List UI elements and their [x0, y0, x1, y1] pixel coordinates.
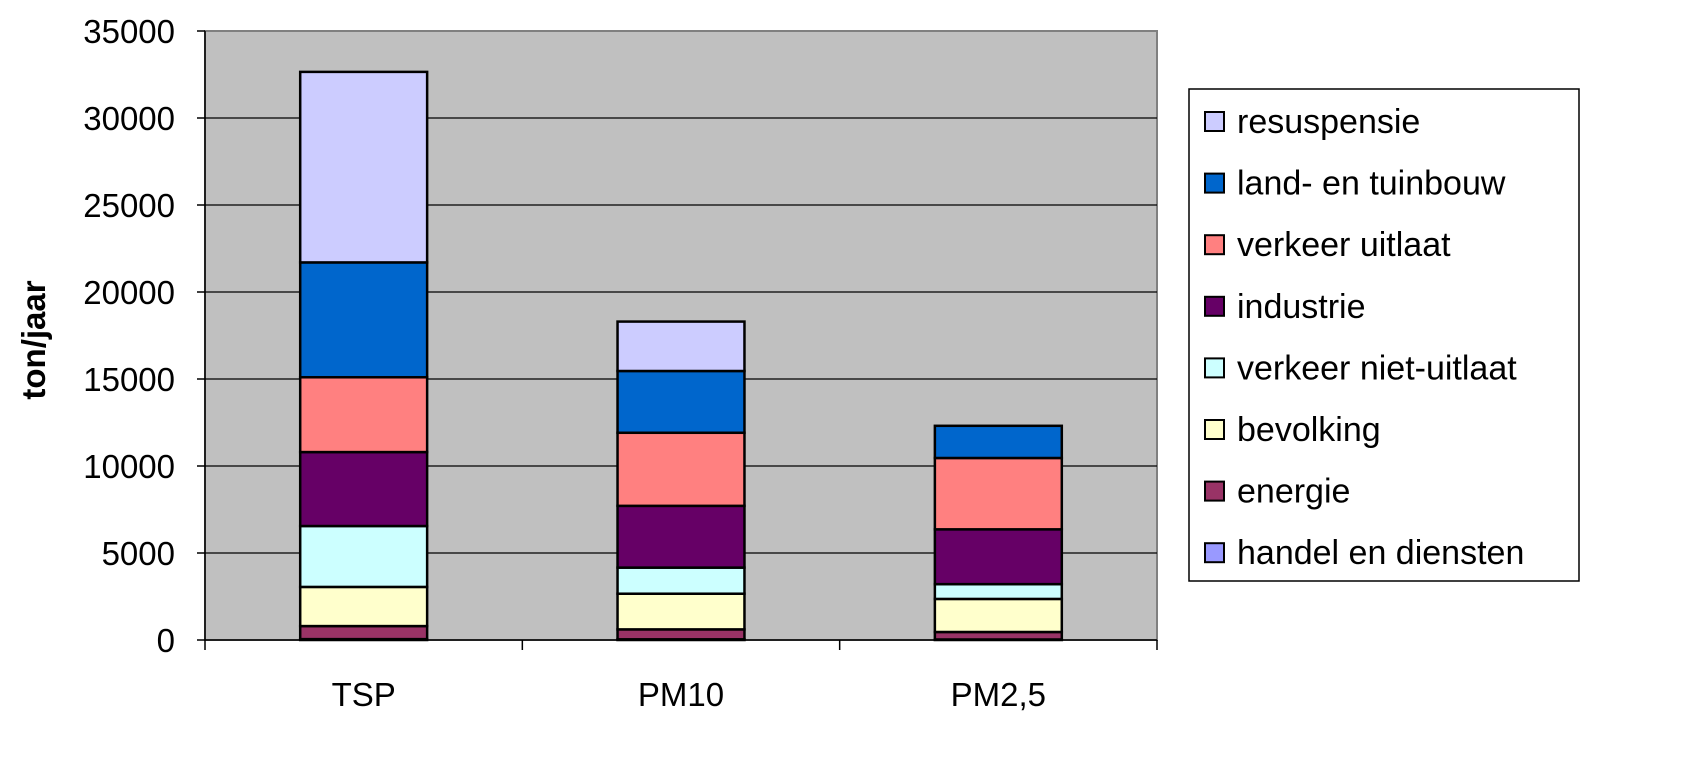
bar-segment — [933, 582, 1064, 601]
bar-segment — [933, 597, 1064, 634]
legend-label: energie — [1237, 473, 1350, 511]
y-tick-label: 25000 — [83, 187, 175, 224]
bar-segment — [933, 424, 1064, 460]
x-category-label: PM10 — [638, 676, 724, 713]
legend-swatch — [1204, 234, 1225, 256]
bar-segment — [616, 592, 746, 631]
y-axis-title: ton/jaar — [15, 280, 52, 399]
axes — [197, 30, 1158, 650]
bar-segment — [616, 431, 746, 508]
y-tick-label: 35000 — [83, 13, 175, 50]
bar-segment — [616, 320, 746, 373]
bar-segment — [298, 450, 429, 528]
legend-label: verkeer niet-uitlaat — [1237, 349, 1517, 387]
bar-segment — [298, 261, 429, 379]
legend-swatch — [1204, 480, 1225, 502]
legend-swatch — [1204, 172, 1225, 194]
legend-label: verkeer uitlaat — [1237, 226, 1451, 264]
legend-label: handel en diensten — [1237, 534, 1524, 572]
y-tick-label: 0 — [157, 622, 175, 659]
bar-segment — [933, 456, 1064, 531]
legend-label: land- en tuinbouw — [1237, 165, 1506, 203]
x-category-label: PM2,5 — [951, 676, 1046, 713]
legend-label: resuspensie — [1237, 103, 1420, 141]
bar-segment — [298, 70, 429, 264]
x-category-label: TSP — [332, 676, 396, 713]
legend-box — [1188, 88, 1580, 582]
legend-label: bevolking — [1237, 411, 1381, 449]
legend-swatch — [1204, 542, 1225, 564]
legend-swatch — [1204, 419, 1225, 440]
bar-segment — [616, 504, 746, 569]
bars — [298, 70, 1064, 642]
bar-segment — [616, 369, 746, 435]
legend-swatch — [1204, 111, 1225, 132]
y-tick-label: 20000 — [83, 274, 175, 311]
bar-segment — [298, 376, 429, 454]
bar-segment — [616, 628, 746, 641]
bar-segment — [933, 528, 1064, 586]
legend-label: industrie — [1237, 288, 1366, 326]
bar-segment — [298, 585, 429, 628]
y-tick-label: 30000 — [83, 100, 175, 137]
category-labels: TSP PM10 PM2,5 — [332, 676, 1046, 713]
y-tick-label: 10000 — [83, 448, 175, 485]
y-tick-label: 5000 — [102, 535, 175, 572]
y-tick-labels: 0 5000 10000 15000 20000 25000 30000 35000 — [83, 13, 175, 659]
bar-segment — [298, 524, 429, 589]
bar-segment — [616, 566, 746, 595]
legend-swatch — [1204, 295, 1225, 317]
legend: resuspensie land- en tuinbouw verkeer uitl… — [1188, 88, 1580, 582]
y-tick-label: 15000 — [83, 361, 175, 398]
bar-segment — [298, 624, 429, 641]
legend-swatch — [1204, 357, 1225, 379]
